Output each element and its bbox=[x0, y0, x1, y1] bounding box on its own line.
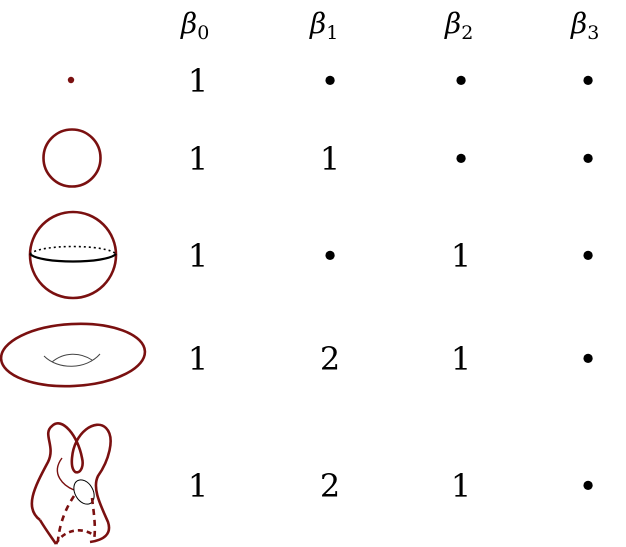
cell-circle-beta-1: 1 bbox=[320, 140, 340, 178]
cell-torus-beta-1: 2 bbox=[320, 340, 340, 378]
header-beta-0: β0 bbox=[180, 7, 209, 44]
row-point: 1 • • • bbox=[188, 62, 598, 100]
klein-bottle-icon bbox=[30, 422, 112, 545]
point-icon bbox=[67, 76, 75, 84]
row-klein-bottle: 1 2 1 • bbox=[188, 467, 598, 505]
header-beta-3: β3 bbox=[570, 7, 599, 44]
cell-torus-beta-0: 1 bbox=[188, 340, 208, 378]
cell-circle-beta-2: • bbox=[452, 140, 471, 178]
circle-icon bbox=[42, 128, 102, 188]
cell-point-beta-3: • bbox=[579, 62, 598, 100]
row-torus: 1 2 1 • bbox=[188, 340, 598, 378]
cell-klein-bottle-beta-2: 1 bbox=[451, 467, 471, 505]
header-beta-1: β1 bbox=[309, 7, 338, 44]
cell-point-beta-1: • bbox=[321, 62, 340, 100]
sphere-icon bbox=[28, 210, 118, 300]
cell-sphere-beta-2: 1 bbox=[451, 237, 471, 275]
shape-column bbox=[0, 76, 147, 545]
row-sphere: 1 • 1 • bbox=[188, 237, 598, 275]
cell-circle-beta-0: 1 bbox=[188, 140, 208, 178]
cell-sphere-beta-0: 1 bbox=[188, 237, 208, 275]
cell-point-beta-0: 1 bbox=[188, 62, 208, 100]
cell-klein-bottle-beta-1: 2 bbox=[320, 467, 340, 505]
torus-icon bbox=[0, 322, 147, 388]
cell-torus-beta-3: • bbox=[579, 340, 598, 378]
cell-torus-beta-2: 1 bbox=[451, 340, 471, 378]
header-beta-2: β2 bbox=[444, 7, 473, 44]
cell-circle-beta-3: • bbox=[579, 140, 598, 178]
cell-sphere-beta-3: • bbox=[579, 237, 598, 275]
cell-klein-bottle-beta-0: 1 bbox=[188, 467, 208, 505]
cell-point-beta-2: • bbox=[452, 62, 471, 100]
value-grid: 1 • • • 1 1 • • 1 • 1 • 1 2 1 • 1 2 1 • bbox=[188, 62, 598, 505]
row-circle: 1 1 • • bbox=[188, 140, 598, 178]
cell-klein-bottle-beta-3: • bbox=[579, 467, 598, 505]
cell-sphere-beta-1: • bbox=[321, 237, 340, 275]
column-headers: β0 β1 β2 β3 bbox=[180, 7, 599, 44]
